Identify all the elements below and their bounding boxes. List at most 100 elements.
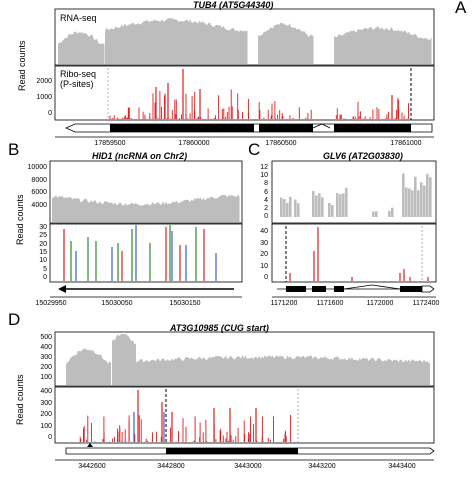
panel-b-rna-ytick: 10000 xyxy=(27,164,47,171)
panel-a-xtick: 17860500 xyxy=(265,140,297,147)
panel-a-ribo-track xyxy=(109,69,409,119)
rna-coverage-bar xyxy=(402,173,405,217)
rna-coverage-bar xyxy=(280,197,283,217)
rna-coverage-area xyxy=(258,22,314,64)
panel-d-ribo-ytick: 200 xyxy=(40,411,52,418)
panel-c-rna-ytick: 10 xyxy=(260,172,268,180)
rna-seq-label: RNA-seq xyxy=(60,13,97,23)
panel-a-title: TUB4 (AT5G44340) xyxy=(193,0,274,10)
rna-coverage-area xyxy=(52,194,240,222)
panel-d-xtick: 3442800 xyxy=(157,463,185,470)
rna-coverage-bar xyxy=(405,187,408,217)
rna-coverage-bar xyxy=(312,191,315,217)
panel-a-ribo-ytick: 0 xyxy=(48,110,52,117)
rna-coverage-bar xyxy=(372,211,375,217)
panel-c-xtick: 1172000 xyxy=(366,300,394,307)
panel-a-xtick: 17861000 xyxy=(390,140,422,147)
panel-b-ribo-ytick: 30 xyxy=(39,224,47,231)
panel-c-rna-ytick: 0 xyxy=(264,213,268,220)
rna-coverage-area xyxy=(66,348,111,385)
panel-b-rna-ytick: 4000 xyxy=(31,202,47,209)
panel-d-rna-ytick: 300 xyxy=(40,354,52,361)
panel-d-rna-ytick: 400 xyxy=(40,344,52,351)
panel-c-xtick: 1172400 xyxy=(412,300,440,307)
panel-c-ribo-ytick: 40 xyxy=(260,228,268,235)
panel-c-rna-ytick: 8 xyxy=(264,180,268,188)
ribo-seq-label: Ribo-seq (P-sites) xyxy=(60,69,97,89)
panel-a-ribo-ytick: 1000 xyxy=(36,94,52,101)
rna-coverage-bar xyxy=(286,202,289,217)
panel-a-xtick: 17860000 xyxy=(178,140,210,147)
rna-coverage-bar xyxy=(426,173,429,217)
panel-d-xtick: 3443400 xyxy=(388,463,416,470)
rna-coverage-bar xyxy=(420,182,423,217)
rna-coverage-bar xyxy=(391,207,394,217)
panel-d-gene-model xyxy=(65,443,435,455)
rna-coverage-bar xyxy=(294,199,297,217)
rna-coverage-bar xyxy=(429,177,432,217)
panel-d-ribo-ytick: 300 xyxy=(40,399,52,407)
panel-c-xtick: 1171600 xyxy=(316,300,344,307)
panel-b-ribo-ytick: 15 xyxy=(39,249,47,256)
panel-d-rna-ytick: 200 xyxy=(40,364,52,371)
rna-coverage-bar xyxy=(283,199,286,217)
panel-d-xtick: 3443000 xyxy=(234,463,262,470)
rna-coverage-bar xyxy=(297,203,300,217)
rna-coverage-bar xyxy=(408,188,411,217)
panel-c-ribo-ytick: 10 xyxy=(260,262,268,270)
panel-d-rna-ytick: 100 xyxy=(40,374,52,381)
rna-coverage-bar xyxy=(417,190,420,217)
panel-a-ribo-ytick: 2000 xyxy=(36,78,52,85)
panel-c-ribo-track xyxy=(289,227,429,281)
panel-c-ribo-ytick: 20 xyxy=(260,251,268,258)
rna-coverage-area xyxy=(136,355,430,385)
panel-b-title: HID1 (ncRNA on Chr2) xyxy=(92,151,188,161)
panel-b-xtick: 15030050 xyxy=(101,300,133,307)
panel-d-rna-track xyxy=(66,334,430,385)
panel-b-ribo-ytick: 0 xyxy=(43,274,47,281)
panel-b-xtick: 15030150 xyxy=(169,300,201,307)
panel-d-rna-ytick: 500 xyxy=(40,334,52,341)
panel-b-rna-frame xyxy=(49,160,243,224)
panel-c-rna-ytick: 6 xyxy=(264,188,268,196)
panel-c-rna-ytick: 4 xyxy=(264,196,268,204)
panel-c-ribo-ytick: 30 xyxy=(260,239,268,247)
panel-letter-a: A xyxy=(455,0,467,17)
rna-coverage-bar xyxy=(331,205,334,217)
panel-a-rna-frame xyxy=(54,8,435,66)
panel-letter-d: D xyxy=(8,310,21,329)
rna-coverage-area xyxy=(334,26,432,64)
panel-d-rna-frame xyxy=(54,331,435,387)
panel-c-rna-track xyxy=(280,173,432,217)
rna-coverage-bar xyxy=(342,193,345,217)
panel-d-ribo-track xyxy=(79,390,296,442)
rna-coverage-bar xyxy=(289,196,292,217)
panel-b-ribo-ytick: 20 xyxy=(39,240,47,248)
panel-d-ribo-frame xyxy=(54,386,435,444)
panel-c-xtick: 1171200 xyxy=(270,300,298,307)
rna-coverage-bar xyxy=(388,210,391,217)
panel-d-ribo-ytick: 100 xyxy=(40,422,52,430)
panel-b-xtick: 15029950 xyxy=(35,300,67,307)
rna-coverage-bar xyxy=(411,190,414,217)
rna-coverage-area xyxy=(112,334,136,385)
panel-c-title: GLV6 (AT2G03830) xyxy=(323,151,403,161)
rna-coverage-bar xyxy=(339,194,342,217)
rna-coverage-bar xyxy=(318,193,321,217)
panel-c-ribo-frame xyxy=(271,223,437,283)
panel-b-rna-ytick: 6000 xyxy=(31,189,47,197)
rna-coverage-bar xyxy=(315,195,318,217)
panel-c-ribo-ytick: 0 xyxy=(264,274,268,281)
rna-coverage-area xyxy=(58,31,105,64)
rna-coverage-bar xyxy=(336,193,339,217)
rna-coverage-bar xyxy=(423,185,426,217)
rna-coverage-area xyxy=(105,18,248,65)
rna-coverage-bar xyxy=(328,203,331,217)
panel-d-ribo-ytick: 400 xyxy=(40,388,52,395)
rna-coverage-bar xyxy=(375,211,378,217)
panel-c-rna-ytick: 12 xyxy=(260,164,268,171)
panel-d-title: AT3G10985 (CUG start) xyxy=(170,323,269,333)
panel-a-ribo-frame xyxy=(54,65,435,121)
panel-b-ribo-ytick: 5 xyxy=(43,265,47,273)
